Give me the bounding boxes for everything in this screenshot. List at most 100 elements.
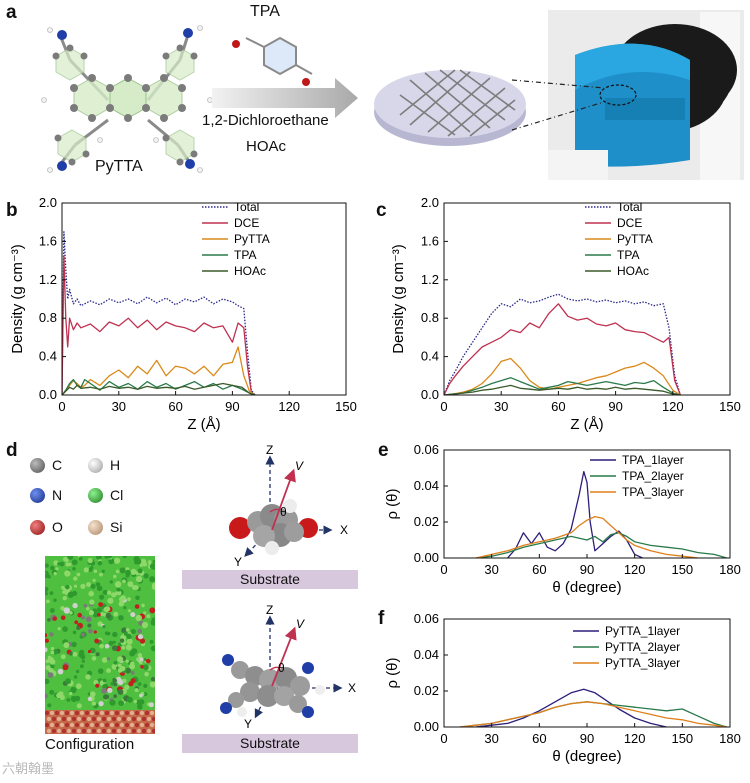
atom-dot [139, 660, 143, 665]
atom-dot [57, 627, 61, 631]
substrate-atom [124, 722, 130, 728]
atom-dot [126, 638, 133, 645]
atom-dot [105, 694, 110, 699]
substrate-atom [96, 716, 102, 722]
pytta-label: PyTTA [95, 158, 143, 175]
substrate-atom [94, 710, 100, 716]
x-tick-label: 30 [484, 562, 498, 577]
atom-dot [135, 575, 143, 583]
atom-dot [60, 606, 65, 611]
atom-dot [95, 556, 102, 560]
atom-dot [140, 665, 144, 669]
substrate-atom [69, 710, 75, 716]
atom-dot [99, 612, 104, 617]
atom-dot [148, 702, 154, 708]
atom-dot [109, 580, 114, 584]
atom-dot [77, 612, 82, 618]
y-tick-label: 0.06 [414, 611, 439, 626]
substrate-atom [51, 728, 57, 734]
y-label: Y [234, 555, 242, 569]
theta-arc-2 [269, 666, 280, 671]
atom-dot [62, 587, 67, 592]
atom-dot [45, 563, 49, 568]
atom-dot [49, 591, 54, 595]
atom-dot [106, 657, 111, 661]
legend-label-tpa_2layer: TPA_2layer [622, 469, 684, 483]
atom-dot [65, 562, 70, 567]
atom-dot [72, 602, 78, 609]
y-tick-label: 1.6 [39, 233, 57, 248]
atom-dot [101, 687, 108, 694]
atom-dot [90, 691, 96, 697]
atom-dot [73, 675, 78, 679]
solvent-label: 1,2-Dichloroethane [202, 112, 329, 129]
substrate-atom [109, 710, 115, 716]
atom-dot [46, 599, 50, 604]
series-line-tpa_2layer [475, 532, 727, 558]
atom-dot [120, 665, 126, 672]
y-tick-label: 0.8 [421, 310, 439, 325]
atom-dot [146, 614, 151, 619]
x-tick-label: 180 [719, 731, 741, 746]
atom-dot [96, 585, 103, 592]
atom-dot [47, 703, 52, 708]
atom-dot [74, 620, 79, 625]
y-tick-label: 0.0 [421, 387, 439, 402]
legend-label-tpa: TPA [617, 248, 639, 262]
watermark: 六朝翰墨 [2, 761, 55, 776]
x-tick-label: 120 [662, 399, 684, 414]
atom-dot [68, 591, 73, 596]
atom-dot [149, 639, 154, 644]
atom-dot [111, 663, 118, 670]
x-axis-label: Z (Å) [187, 416, 220, 433]
y-tick-label: 0.4 [39, 349, 57, 364]
substrate-atom [126, 728, 132, 734]
atom-dot [125, 644, 132, 651]
atom-dot [137, 629, 142, 634]
atom-dot [106, 631, 111, 636]
atom-dot [121, 627, 128, 634]
atom-dot [113, 682, 117, 687]
substrate-atom [131, 716, 137, 722]
atom-dot [135, 558, 142, 565]
substrate-atom [89, 710, 95, 716]
atom-dot [71, 641, 77, 648]
atom-dot [116, 587, 121, 592]
atom-dot [66, 698, 71, 702]
x-axis-label: Z (Å) [570, 416, 603, 433]
atom-dot [150, 619, 155, 626]
legend-label-pytta_3layer: PyTTA_3layer [605, 656, 680, 670]
atom-dot [67, 556, 74, 560]
atom-dot [127, 581, 134, 588]
substrate-atom [91, 716, 97, 722]
atom-dot [113, 694, 117, 699]
z-label-2: Z [266, 603, 273, 617]
substrate-atom [74, 710, 80, 716]
substrate-atom [56, 716, 62, 722]
atom-dot [117, 663, 122, 668]
atom-dot [80, 615, 85, 620]
x-tick-label: 0 [440, 399, 447, 414]
atom-dot [45, 572, 50, 578]
y-tick-label: 1.2 [39, 272, 57, 287]
panel-a-scheme [41, 10, 744, 180]
atom-dot [70, 686, 77, 694]
atom-dot [137, 704, 143, 710]
atom-dot [130, 678, 136, 684]
tpa-molecule-3d [229, 499, 318, 555]
atom-dot [76, 572, 81, 577]
atom-dot [50, 650, 55, 655]
substrate-atom [149, 722, 155, 728]
atom-dot [97, 560, 103, 566]
atom-dot [50, 646, 55, 651]
substrate-atom [46, 728, 52, 734]
atom-dot [130, 612, 136, 618]
series-line-dce [62, 255, 256, 395]
atom-dot [65, 584, 70, 590]
atom-dot [50, 659, 56, 665]
theta-arc [269, 508, 280, 513]
atom-dot [65, 678, 71, 685]
atom-dot [55, 567, 59, 571]
atom-dot [88, 628, 93, 634]
atom-dot [111, 645, 118, 651]
